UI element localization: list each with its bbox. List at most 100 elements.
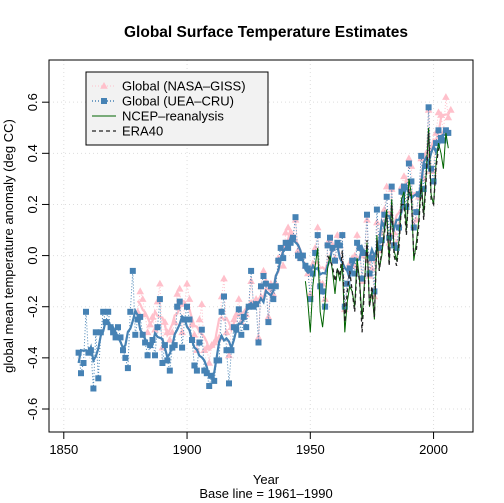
point-uea-cru: [309, 270, 316, 277]
point-uea-cru: [430, 178, 437, 185]
point-uea-cru: [388, 183, 395, 190]
point-uea-cru: [378, 237, 385, 244]
point-uea-cru: [90, 385, 97, 392]
point-uea-cru: [364, 211, 370, 218]
legend-marker-triangle: [100, 82, 108, 89]
x-axis-label: Year: [253, 472, 280, 487]
point-nasa-giss: [382, 182, 391, 190]
point-uea-cru: [120, 347, 126, 354]
point-uea-cru: [117, 334, 124, 341]
point-uea-cru: [97, 329, 104, 336]
point-uea-cru: [228, 347, 235, 354]
point-uea-cru: [267, 283, 274, 290]
point-uea-cru: [405, 160, 412, 167]
point-nasa-giss: [368, 264, 376, 272]
legend-label: Global (UEA–CRU): [122, 94, 234, 109]
point-nasa-giss: [281, 228, 290, 236]
point-uea-cru: [440, 137, 447, 144]
point-uea-cru: [403, 204, 410, 210]
point-nasa-giss: [163, 328, 172, 336]
y-axis-label: global mean temperature anomaly (deg CC): [1, 119, 16, 373]
point-uea-cru: [149, 337, 156, 343]
point-uea-cru: [376, 244, 383, 251]
point-uea-cru: [255, 339, 262, 346]
point-uea-cru: [176, 298, 183, 305]
point-uea-cru: [95, 375, 102, 382]
point-uea-cru: [368, 255, 375, 262]
point-uea-cru: [415, 191, 422, 198]
point-uea-cru: [87, 347, 94, 354]
point-uea-cru: [319, 288, 326, 295]
point-uea-cru: [396, 224, 402, 231]
point-uea-cru: [100, 308, 107, 315]
point-uea-cru: [428, 165, 435, 172]
point-nasa-giss: [437, 111, 445, 118]
point-uea-cru: [75, 349, 82, 356]
point-uea-cru: [181, 316, 188, 323]
point-nasa-giss: [146, 320, 154, 328]
point-uea-cru: [124, 365, 131, 372]
point-uea-cru: [203, 370, 210, 377]
point-nasa-giss: [166, 336, 174, 343]
point-uea-cru: [287, 239, 294, 246]
point-nasa-giss: [259, 266, 268, 274]
legend-entry: Global (NASA–GISS): [92, 79, 246, 94]
point-uea-cru: [127, 308, 134, 315]
point-uea-cru: [433, 140, 439, 147]
series-smooth-uea-cru: [77, 133, 449, 380]
point-uea-cru: [105, 308, 112, 315]
series-layer: [75, 93, 455, 392]
point-uea-cru: [277, 244, 284, 251]
point-nasa-giss: [190, 330, 199, 338]
point-uea-cru: [332, 257, 338, 264]
point-uea-cru: [159, 360, 166, 366]
point-uea-cru: [292, 214, 299, 221]
point-uea-cru: [445, 129, 452, 136]
point-nasa-giss: [279, 261, 287, 269]
point-uea-cru: [174, 303, 181, 310]
point-nasa-giss: [405, 154, 413, 162]
point-uea-cru: [80, 360, 87, 366]
point-uea-cru: [137, 313, 144, 320]
point-uea-cru: [110, 329, 117, 336]
point-uea-cru: [366, 270, 373, 277]
point-nasa-giss: [156, 279, 164, 287]
x-axis: 1850 1900 1950 2000: [49, 432, 448, 457]
series-line-era40: [327, 132, 440, 333]
point-uea-cru: [314, 232, 321, 239]
point-uea-cru: [420, 186, 427, 193]
point-uea-cru: [189, 337, 195, 343]
point-uea-cru: [393, 244, 400, 251]
point-uea-cru: [349, 257, 356, 264]
legend-box: [85, 71, 269, 146]
point-uea-cru: [152, 352, 158, 359]
point-nasa-giss: [444, 113, 453, 121]
point-uea-cru: [216, 357, 223, 364]
point-nasa-giss: [447, 105, 455, 113]
point-nasa-giss: [161, 318, 169, 325]
point-nasa-giss: [183, 279, 191, 287]
point-uea-cru: [171, 342, 178, 349]
point-nasa-giss: [235, 295, 243, 302]
point-uea-cru: [371, 288, 378, 295]
y-tick-label: 0.0: [25, 247, 40, 265]
point-nasa-giss: [225, 351, 233, 359]
point-uea-cru: [139, 331, 146, 338]
x-axis-sublabel: Base line = 1961–1990: [199, 486, 332, 501]
point-uea-cru: [383, 193, 390, 200]
y-tick-label: -0.4: [25, 347, 40, 369]
point-uea-cru: [253, 301, 260, 308]
point-uea-cru: [240, 313, 247, 320]
point-uea-cru: [339, 232, 346, 239]
point-uea-cru: [223, 347, 230, 354]
y-tick-label: -0.6: [25, 398, 40, 420]
point-uea-cru: [248, 267, 255, 274]
legend-label: Global (NASA–GISS): [122, 79, 246, 94]
point-uea-cru: [235, 306, 242, 313]
point-uea-cru: [142, 339, 149, 346]
point-uea-cru: [336, 242, 343, 249]
point-uea-cru: [260, 273, 267, 279]
point-nasa-giss: [198, 300, 206, 307]
point-uea-cru: [193, 367, 200, 374]
point-uea-cru: [102, 319, 109, 326]
